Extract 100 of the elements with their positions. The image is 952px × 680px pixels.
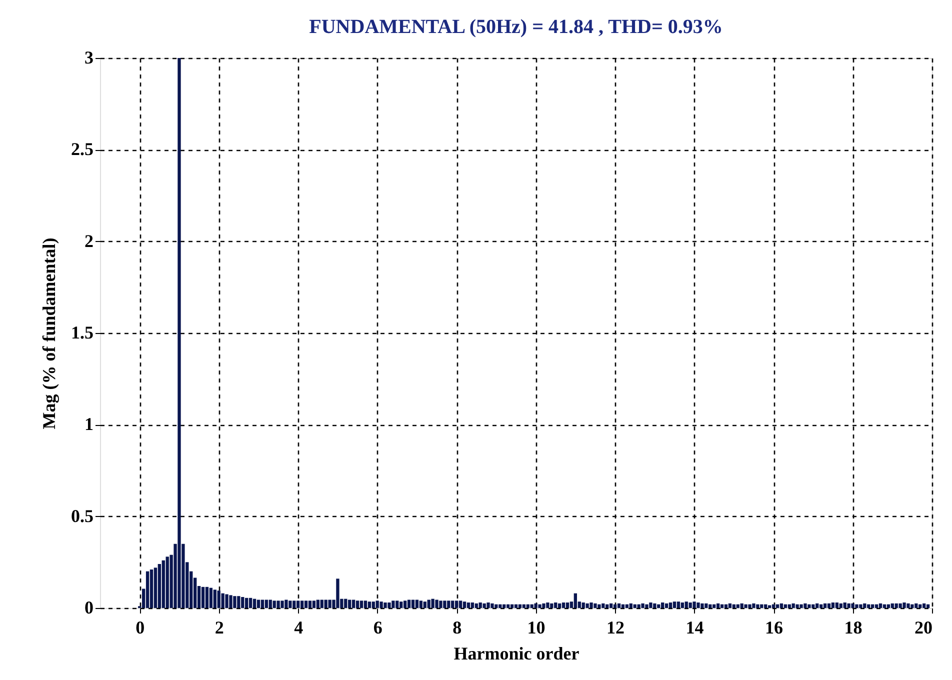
bar xyxy=(796,604,799,608)
bar xyxy=(740,603,744,608)
bar xyxy=(878,603,882,608)
bar xyxy=(470,602,474,608)
bar xyxy=(454,600,458,608)
bar xyxy=(855,604,858,608)
bar xyxy=(482,603,486,608)
bar xyxy=(296,600,300,608)
bar xyxy=(926,604,930,608)
bar xyxy=(851,603,854,608)
y-tick-label: 2.5 xyxy=(71,139,94,160)
bar xyxy=(617,603,621,608)
bar xyxy=(752,603,756,608)
bar xyxy=(760,604,764,608)
bar xyxy=(490,603,494,608)
bar xyxy=(870,604,874,608)
bar xyxy=(661,602,664,608)
bar xyxy=(890,603,894,608)
bar xyxy=(288,600,292,608)
y-tick-label: 2 xyxy=(84,230,94,251)
bar xyxy=(550,603,554,608)
bar xyxy=(423,602,426,608)
y-axis-title: Mag (% of fundamental) xyxy=(39,238,59,430)
bar xyxy=(213,590,216,608)
bar xyxy=(645,604,648,608)
bar xyxy=(812,604,815,608)
bar xyxy=(221,593,224,608)
bar xyxy=(641,603,644,608)
bar xyxy=(867,604,870,608)
bar xyxy=(356,600,360,608)
bar xyxy=(458,600,462,608)
bar xyxy=(720,604,724,608)
bar xyxy=(304,600,308,608)
bar xyxy=(324,600,328,608)
bar xyxy=(748,604,752,608)
bar xyxy=(696,602,700,608)
bar xyxy=(680,602,684,608)
bar xyxy=(154,568,158,608)
bar xyxy=(435,600,438,608)
bar xyxy=(439,600,442,608)
bar xyxy=(613,604,617,608)
bar xyxy=(831,602,835,608)
bar xyxy=(486,602,490,608)
bar xyxy=(403,600,407,608)
bar xyxy=(800,604,803,608)
bar xyxy=(672,602,676,608)
bar xyxy=(546,602,550,608)
bar xyxy=(352,600,356,608)
bar xyxy=(621,604,625,608)
bar xyxy=(510,604,514,608)
bar xyxy=(360,600,364,608)
bar xyxy=(241,597,244,608)
chart-title: FUNDAMENTAL (50Hz) = 41.84 , THD= 0.93% xyxy=(309,16,723,38)
bar xyxy=(582,602,585,608)
bar xyxy=(602,603,605,608)
bar xyxy=(835,602,838,608)
bar xyxy=(328,600,332,608)
bar xyxy=(308,600,312,608)
bar xyxy=(586,603,589,608)
bar xyxy=(443,600,446,608)
bar xyxy=(538,604,542,608)
bar xyxy=(396,600,399,608)
bar xyxy=(676,602,680,608)
bar xyxy=(237,596,240,608)
bar xyxy=(633,604,636,608)
bar xyxy=(554,602,558,608)
bar xyxy=(684,602,688,608)
bar xyxy=(280,600,284,608)
bar xyxy=(910,604,914,608)
bar xyxy=(859,604,862,608)
bar xyxy=(474,603,478,608)
x-tick-label: 0 xyxy=(136,618,145,638)
y-tick-label: 0.5 xyxy=(71,506,94,526)
bar xyxy=(407,600,411,608)
bar xyxy=(364,600,368,608)
bar xyxy=(606,604,609,608)
bar xyxy=(348,600,352,608)
bar xyxy=(415,600,419,608)
bar xyxy=(724,604,728,608)
bar xyxy=(260,600,264,608)
bar xyxy=(653,603,656,608)
bar xyxy=(886,604,890,608)
bar xyxy=(392,600,395,608)
bar xyxy=(716,603,720,608)
bar xyxy=(462,602,466,608)
bar xyxy=(229,595,232,608)
bar xyxy=(808,604,811,608)
bar xyxy=(657,604,660,608)
bar xyxy=(178,58,181,608)
bar xyxy=(530,604,534,608)
x-tick-label: 12 xyxy=(606,618,625,638)
bar xyxy=(225,594,228,608)
bar xyxy=(764,604,768,608)
bar xyxy=(728,603,732,608)
bar xyxy=(668,602,672,608)
bar xyxy=(162,560,165,608)
bar xyxy=(388,602,391,608)
bar xyxy=(637,604,640,608)
bar xyxy=(756,604,760,608)
bar xyxy=(558,603,562,608)
